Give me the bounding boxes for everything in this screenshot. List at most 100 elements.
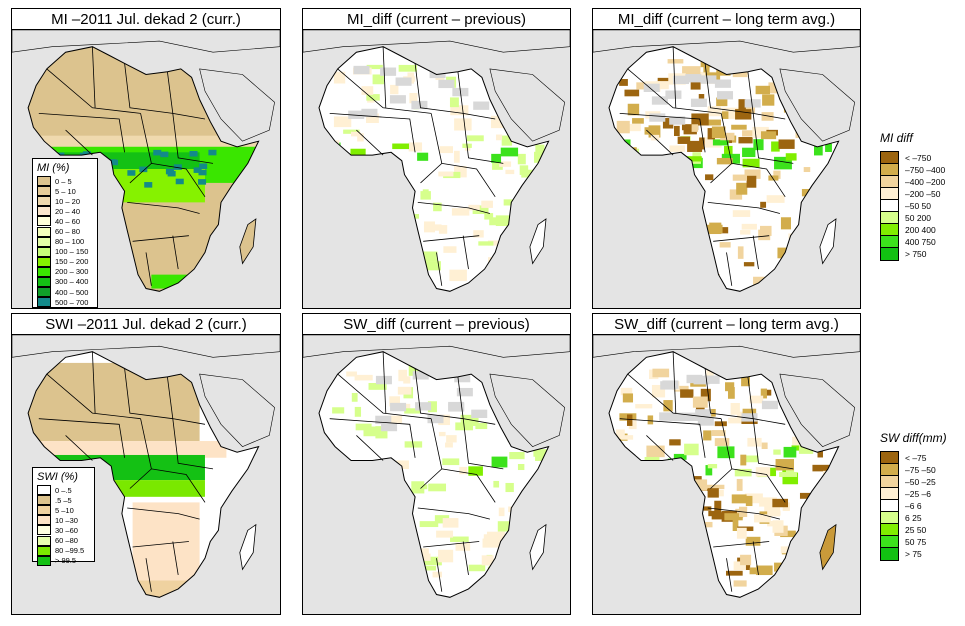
data-zone xyxy=(491,456,508,468)
panel-title: SWI –2011 Jul. dekad 2 (curr.) xyxy=(11,313,281,335)
legend-entry: 50 75 xyxy=(881,536,926,548)
data-zone xyxy=(389,396,400,407)
data-zone xyxy=(714,500,722,514)
legend-swatch xyxy=(37,206,51,217)
data-zone xyxy=(674,263,688,270)
legend-label: 50 75 xyxy=(905,537,927,547)
africa-landmass xyxy=(609,46,839,292)
country-border xyxy=(337,68,432,114)
data-zone xyxy=(668,200,683,209)
data-zone xyxy=(648,125,661,138)
data-zone xyxy=(680,389,694,398)
data-zone xyxy=(616,120,630,134)
data-zone xyxy=(737,411,745,418)
data-zone xyxy=(108,159,117,165)
data-zone xyxy=(700,75,717,84)
data-zone xyxy=(661,179,676,192)
data-zone xyxy=(767,520,774,527)
coastline xyxy=(27,46,260,292)
data-zone xyxy=(488,257,507,266)
data-zone xyxy=(199,163,208,169)
data-zone xyxy=(688,551,705,560)
data-zone xyxy=(662,117,674,129)
country-border xyxy=(329,418,416,458)
country-border xyxy=(619,113,706,153)
data-zone xyxy=(344,464,360,475)
panel-mi-current: MI –2011 Jul. dekad 2 (curr.) MI (%) 0 –… xyxy=(11,8,281,309)
legend-entry: 80 – 100 xyxy=(37,236,93,247)
data-zone xyxy=(775,459,794,471)
data-zone xyxy=(614,67,620,72)
data-zone xyxy=(801,567,818,579)
data-zone xyxy=(688,536,704,549)
data-zone xyxy=(500,147,519,157)
country-border xyxy=(132,541,189,548)
country-border xyxy=(627,68,722,114)
data-zone xyxy=(622,393,634,403)
legend-label: 60 –80 xyxy=(55,536,78,546)
data-zone xyxy=(486,531,506,543)
data-zone xyxy=(684,156,702,162)
data-zone xyxy=(684,581,700,587)
data-zone xyxy=(759,497,777,507)
legend-swatch xyxy=(37,545,51,556)
data-zone xyxy=(698,94,705,99)
data-zone xyxy=(659,538,677,548)
legend-entry: > 99.5 xyxy=(37,555,90,566)
data-zone xyxy=(363,427,376,437)
data-zone xyxy=(629,493,636,501)
legend-entry: 60 – 80 xyxy=(37,226,93,237)
data-zone xyxy=(773,170,781,179)
data-zone xyxy=(198,169,207,176)
legend-swatch xyxy=(37,246,51,257)
data-zone xyxy=(760,201,767,208)
data-zone xyxy=(812,573,831,579)
country-border xyxy=(462,235,469,270)
country-border xyxy=(132,235,189,242)
country-border xyxy=(356,129,384,156)
legend-label: 300 – 400 xyxy=(55,277,89,287)
data-zone xyxy=(325,197,343,207)
data-zone xyxy=(366,64,383,70)
legend-label: –75 –50 xyxy=(905,465,936,475)
data-zone xyxy=(415,402,432,411)
data-zone xyxy=(393,460,410,470)
data-zone xyxy=(390,84,399,95)
data-zone xyxy=(517,464,525,471)
data-zone xyxy=(666,188,674,195)
data-zone xyxy=(450,536,469,542)
data-zone xyxy=(355,423,372,431)
data-zone xyxy=(669,202,678,210)
data-zone xyxy=(404,579,417,591)
panel-title: MI –2011 Jul. dekad 2 (curr.) xyxy=(11,8,281,30)
data-zone xyxy=(468,564,486,572)
data-zone xyxy=(705,119,721,126)
data-zone xyxy=(423,556,442,566)
data-zone xyxy=(772,498,789,508)
country-border xyxy=(752,418,794,470)
africa-map xyxy=(12,335,280,598)
data-zone xyxy=(670,521,683,534)
data-zone xyxy=(664,206,680,219)
sw-diff-legend: SW diff(mm) < –75 –75 –50 –50 –25 –25 –6 –6 … xyxy=(880,431,947,565)
country-border xyxy=(65,129,93,156)
data-zone xyxy=(489,217,499,226)
data-zone xyxy=(380,158,393,164)
data-zone xyxy=(618,139,631,152)
legend-swatch xyxy=(37,485,51,496)
data-zone xyxy=(697,539,705,551)
arabia-landmass xyxy=(199,373,275,447)
legend-swatch xyxy=(881,524,898,536)
legend-entry: > 75 xyxy=(881,548,922,560)
country-border xyxy=(707,202,781,214)
data-zone xyxy=(682,412,699,422)
data-zone xyxy=(761,112,774,121)
madagascar xyxy=(819,218,837,265)
data-zone xyxy=(683,127,697,135)
data-zone xyxy=(527,516,538,529)
data-zone xyxy=(754,514,771,523)
data-zone xyxy=(773,449,781,455)
data-zone xyxy=(375,375,392,385)
data-zone xyxy=(717,446,735,459)
country-border xyxy=(127,202,200,214)
